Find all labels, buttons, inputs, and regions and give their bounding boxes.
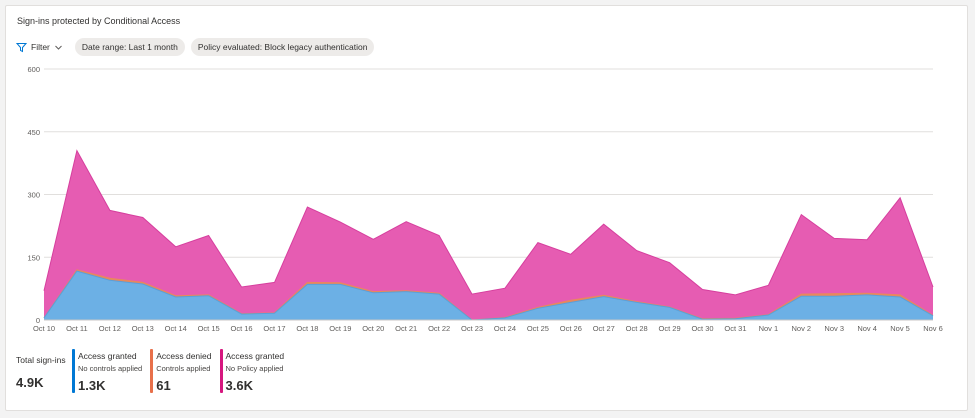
filter-icon xyxy=(16,42,27,53)
legend-item-granted-no-policy[interactable]: Access granted No Policy applied 3.6K xyxy=(219,349,285,397)
legend-item-denied[interactable]: Access denied Controls applied 61 xyxy=(150,349,212,397)
legend-title: Access denied xyxy=(156,351,212,361)
x-tick-label: Oct 14 xyxy=(165,324,187,333)
card-title: Sign-ins protected by Conditional Access xyxy=(17,16,181,26)
legend-title: Access granted xyxy=(225,351,285,361)
x-tick-label: Oct 16 xyxy=(231,324,253,333)
total-sign-ins: Total sign-ins 4.9K xyxy=(16,349,72,397)
y-tick-label: 600 xyxy=(27,65,40,74)
total-label: Total sign-ins xyxy=(16,355,66,365)
legend-swatch-no-policy xyxy=(219,349,223,393)
policy-evaluated-pill[interactable]: Policy evaluated: Block legacy authentic… xyxy=(190,38,375,56)
series-no-policy-line xyxy=(43,149,934,296)
x-tick-label: Oct 28 xyxy=(626,324,648,333)
x-tick-label: Oct 13 xyxy=(132,324,154,333)
legend-subtitle: No controls applied xyxy=(78,364,143,373)
series-access-granted-area xyxy=(44,271,933,320)
series-access-granted-line xyxy=(43,270,934,321)
filter-button[interactable]: Filter xyxy=(16,42,63,53)
x-tick-label: Oct 24 xyxy=(494,324,516,333)
legend-subtitle: Controls applied xyxy=(156,364,211,373)
legend-value: 1.3K xyxy=(78,378,106,393)
x-tick-label: Oct 29 xyxy=(659,324,681,333)
legend-swatch-granted xyxy=(72,349,75,393)
x-tick-label: Oct 22 xyxy=(428,324,450,333)
legend-swatch-denied xyxy=(150,349,154,393)
x-tick-label: Oct 20 xyxy=(362,324,384,333)
x-tick-label: Oct 12 xyxy=(99,324,121,333)
x-tick-label: Oct 15 xyxy=(198,324,220,333)
y-tick-label: 450 xyxy=(27,128,40,137)
legend-title: Access granted xyxy=(78,351,137,361)
x-tick-label: Oct 17 xyxy=(263,324,285,333)
filter-label: Filter xyxy=(31,42,50,52)
chart-card: Sign-ins protected by Conditional Access… xyxy=(5,5,968,411)
x-tick-label: Oct 10 xyxy=(33,324,55,333)
x-tick-label: Nov 3 xyxy=(824,324,844,333)
x-tick-label: Nov 4 xyxy=(857,324,877,333)
x-tick-label: Oct 30 xyxy=(691,324,713,333)
x-tick-label: Oct 25 xyxy=(527,324,549,333)
legend-item-granted-no-controls[interactable]: Access granted No controls applied 1.3K xyxy=(72,349,142,397)
filter-toolbar: Filter Date range: Last 1 month Policy e… xyxy=(16,37,375,57)
x-tick-label: Nov 1 xyxy=(759,324,779,333)
x-tick-label: Oct 11 xyxy=(66,324,88,333)
x-tick-label: Oct 23 xyxy=(461,324,483,333)
x-tick-label: Oct 27 xyxy=(593,324,615,333)
y-tick-label: 150 xyxy=(27,253,40,262)
sign-ins-area-chart: 0 150 300 450 600 Oct 10 Oct 11 Oct 12 Oct 13 Oct… xyxy=(27,65,943,333)
x-tick-label: Oct 21 xyxy=(395,324,417,333)
y-tick-label: 300 xyxy=(27,191,40,200)
x-tick-label: Oct 26 xyxy=(560,324,582,333)
x-tick-label: Nov 6 xyxy=(923,324,943,333)
x-tick-label: Oct 18 xyxy=(296,324,318,333)
x-tick-label: Nov 2 xyxy=(791,324,811,333)
x-tick-label: Nov 5 xyxy=(890,324,910,333)
legend-subtitle: No Policy applied xyxy=(225,364,284,373)
legend-value: 3.6K xyxy=(225,378,253,393)
date-range-pill[interactable]: Date range: Last 1 month xyxy=(74,38,185,56)
summary-legend: Total sign-ins 4.9K Access granted No co… xyxy=(16,349,292,397)
y-tick-label: 0 xyxy=(36,316,40,325)
chevron-down-icon xyxy=(54,43,63,52)
x-tick-label: Oct 31 xyxy=(724,324,746,333)
total-value: 4.9K xyxy=(16,375,44,390)
legend-value: 61 xyxy=(156,378,171,393)
x-tick-label: Oct 19 xyxy=(329,324,351,333)
